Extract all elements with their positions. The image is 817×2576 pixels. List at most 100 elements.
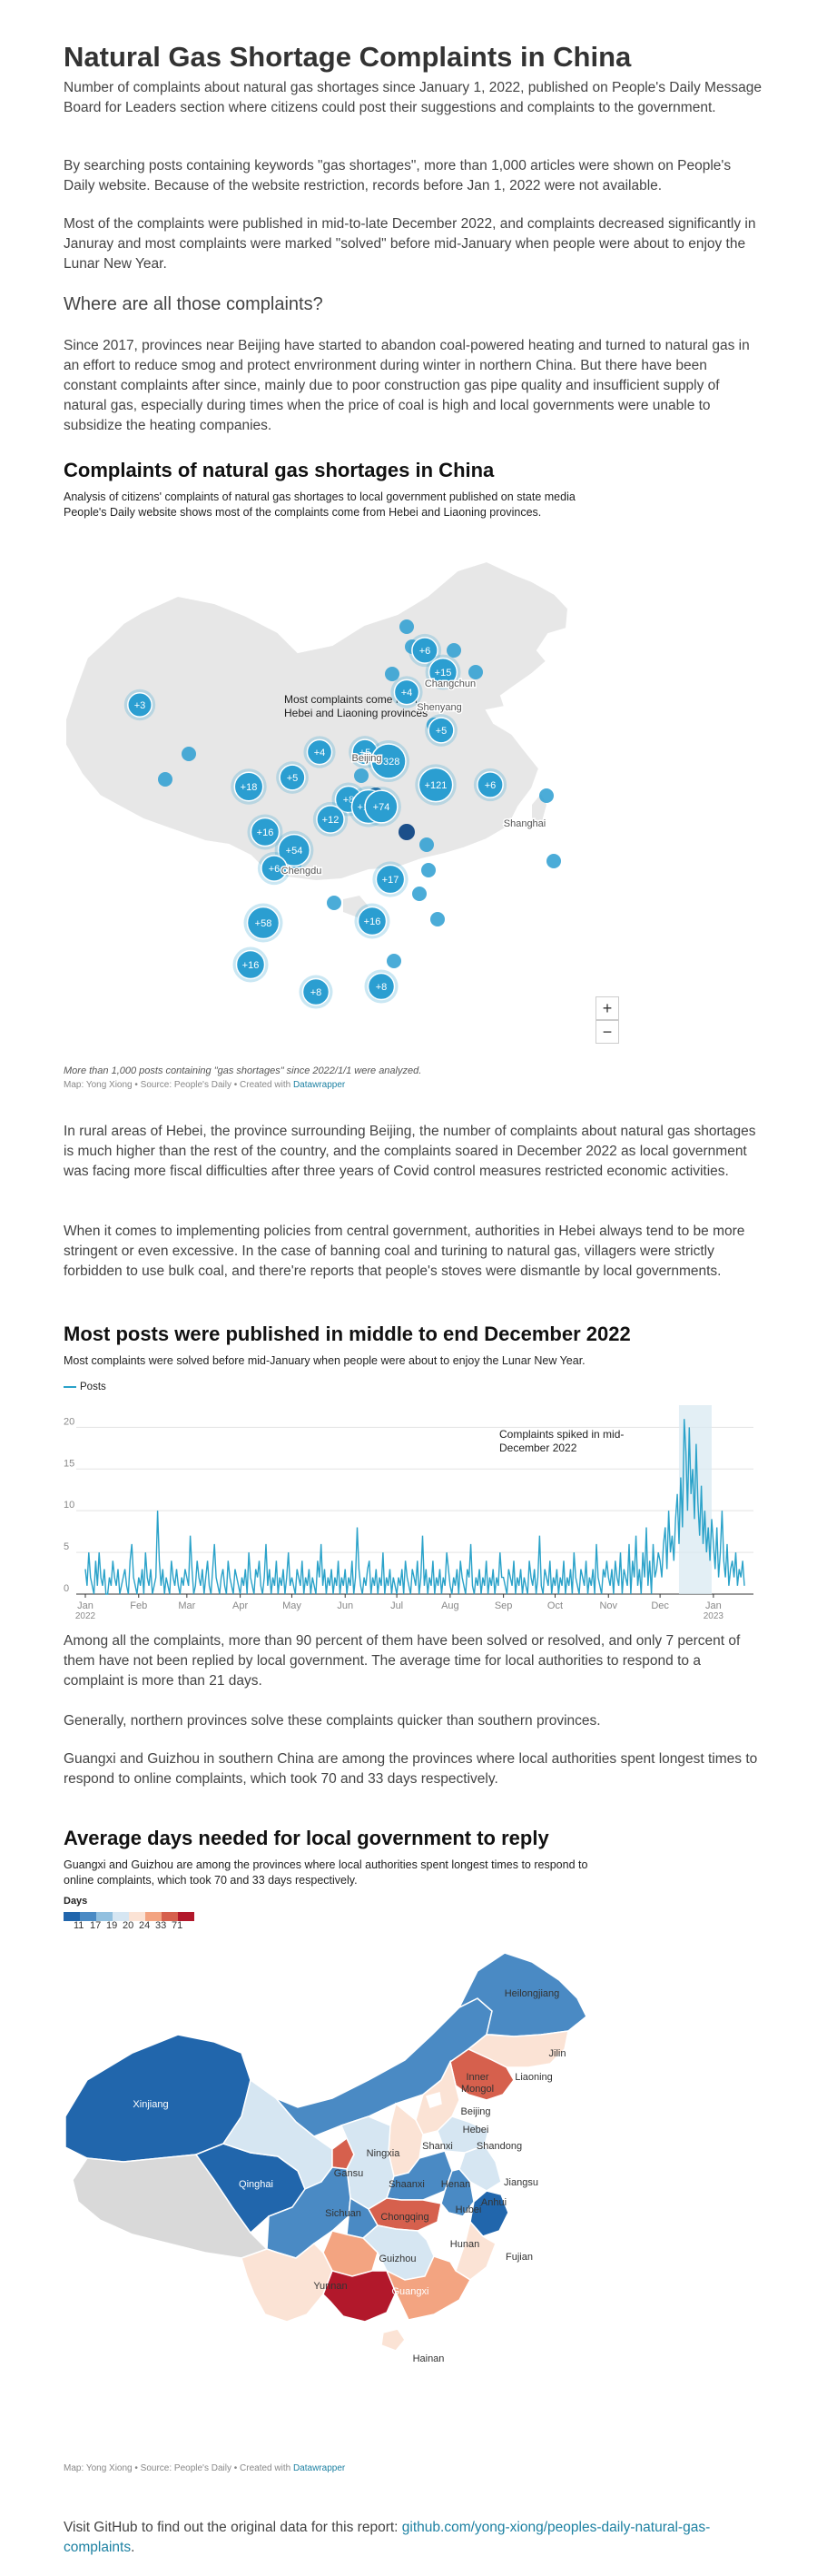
legend-value-20: 20 (123, 1920, 134, 1931)
bubble-24[interactable] (367, 972, 396, 1001)
bubble-small-15[interactable] (387, 954, 401, 968)
bubble-small-3[interactable] (468, 665, 483, 679)
github-link[interactable]: github.com/yong-xiong/peoples-daily-natu… (64, 2520, 711, 2555)
y-tick-20: 20 (64, 1416, 74, 1427)
chart-legend: Posts (64, 1382, 763, 1392)
bubble-small-7[interactable] (158, 772, 172, 787)
bubble-label-5: +5 (436, 726, 448, 737)
province-label-fujian: Fujian (506, 2252, 533, 2263)
bubble-map[interactable]: Most complaints come from Hebei and Liao… (60, 550, 623, 1023)
bubble-21[interactable] (357, 906, 388, 936)
province-label-hainan: Hainan (413, 2353, 445, 2364)
legend-swatch-2 (96, 1912, 113, 1921)
x-sublabel-0: 2022 (75, 1611, 96, 1621)
bubble-10[interactable] (233, 771, 264, 802)
map1-annotation-line1: Most complaints come from (284, 693, 418, 706)
section-question: Where are all those complaints? (64, 294, 323, 314)
datawrapper-link-2[interactable]: Datawrapper (292, 2463, 346, 2473)
province-guangdong[interactable] (385, 2255, 471, 2321)
footer-paragraph: Visit GitHub to find out the original da… (64, 2520, 711, 2555)
legend-swatch-6 (162, 1912, 178, 1921)
province-label-ningxia: Ningxia (367, 2148, 401, 2159)
bubble-6[interactable] (418, 767, 454, 803)
bubble-small-11[interactable] (412, 887, 427, 901)
bubble-label-0: +3 (134, 700, 146, 711)
bubble-22[interactable] (235, 949, 266, 980)
province-label-henan: Henan (441, 2179, 470, 2190)
body-paragraph-6: When it comes to implementing policies f… (64, 1224, 745, 1279)
bubble-17[interactable] (277, 833, 311, 867)
bubble-20[interactable] (246, 906, 281, 940)
bubble-small-2[interactable] (447, 643, 461, 658)
bubble-small-14[interactable] (430, 912, 445, 926)
bubble-18[interactable] (261, 855, 288, 882)
province-shandong[interactable] (437, 2115, 489, 2154)
zoom-out-button[interactable]: − (596, 1020, 619, 1044)
page-title: Natural Gas Shortage Complaints in China (64, 41, 632, 73)
chart-title: Most posts were published in middle to e… (64, 1323, 631, 1345)
x-label-0: Jan (77, 1600, 94, 1611)
bubble-small-0[interactable] (399, 619, 414, 634)
bubble-label-21: +16 (364, 916, 381, 927)
x-label-5: Jun (337, 1600, 353, 1611)
bubble-small-18[interactable] (546, 854, 561, 868)
posts-line (84, 1419, 745, 1595)
province-label-inner-mongol: Inner (466, 2072, 488, 2083)
bubble-label-10: +18 (241, 782, 258, 793)
bubble-small-4[interactable] (385, 667, 399, 681)
province-guangxi[interactable] (322, 2270, 397, 2323)
bubble-9[interactable] (279, 764, 306, 791)
bubble-8[interactable] (306, 738, 333, 766)
map2-title: Average days needed for local government… (64, 1827, 549, 1849)
bubble-label-12: +8 (343, 795, 355, 806)
bubble-dark-3[interactable] (399, 824, 415, 840)
bubble-14[interactable] (364, 789, 399, 824)
province-liaoning[interactable] (449, 2048, 515, 2101)
bubble-small-8[interactable] (354, 768, 369, 783)
bubble-1[interactable] (411, 637, 438, 664)
bubble-16[interactable] (250, 817, 281, 847)
x-sublabel-12: 2023 (704, 1611, 724, 1621)
legend-swatch (64, 1385, 76, 1388)
bubble-19[interactable] (375, 864, 406, 895)
province-label-chongqing: Chongqing (380, 2212, 428, 2223)
intro-paragraph-2: By searching posts containing keywords "… (64, 158, 732, 193)
province-xinjiang[interactable] (64, 2034, 251, 2163)
bubble-label-22: +16 (242, 960, 260, 971)
city-label-shenyang: Shenyang (417, 702, 462, 713)
bubble-label-24: +8 (376, 982, 388, 993)
x-label-10: Nov (599, 1600, 617, 1611)
bubble-7[interactable] (370, 743, 407, 779)
bubble-small-10[interactable] (421, 863, 436, 877)
legend-value-11: 11 (74, 1920, 84, 1931)
bubble-label-23: +8 (310, 987, 322, 998)
y-tick-0: 0 (64, 1583, 69, 1594)
map1-title: Complaints of natural gas shortages in C… (64, 459, 495, 481)
province-label-xinjiang: Xinjiang (133, 2099, 168, 2110)
province-label-guizhou: Guizhou (379, 2254, 417, 2264)
province-label-zhejiang: Zhejiang (513, 2208, 551, 2219)
province-hainan[interactable] (380, 2328, 406, 2352)
bubble-small-6[interactable] (182, 747, 196, 761)
bubble-11[interactable] (477, 771, 504, 798)
bubble-small-9[interactable] (419, 837, 434, 852)
x-label-1: Feb (130, 1600, 147, 1611)
bubble-5[interactable] (428, 717, 455, 744)
bubble-small-17[interactable] (539, 788, 554, 803)
city-label-beijing: Beijing (351, 753, 381, 764)
bubble-0[interactable] (127, 692, 153, 718)
chart-annotation-line1: Complaints spiked in mid- (499, 1428, 624, 1441)
bubble-label-11: +6 (485, 780, 497, 791)
province-beijing[interactable] (426, 2092, 442, 2108)
bubble-2[interactable] (428, 657, 458, 688)
bubble-3[interactable] (393, 679, 420, 706)
chart-annotation-line2: December 2022 (499, 1442, 577, 1454)
datawrapper-link[interactable]: Datawrapper (292, 1080, 346, 1090)
zoom-in-button[interactable]: + (596, 996, 619, 1020)
bubble-23[interactable] (301, 977, 330, 1006)
bubble-small-13[interactable] (327, 896, 341, 910)
bubble-15[interactable] (316, 805, 345, 834)
